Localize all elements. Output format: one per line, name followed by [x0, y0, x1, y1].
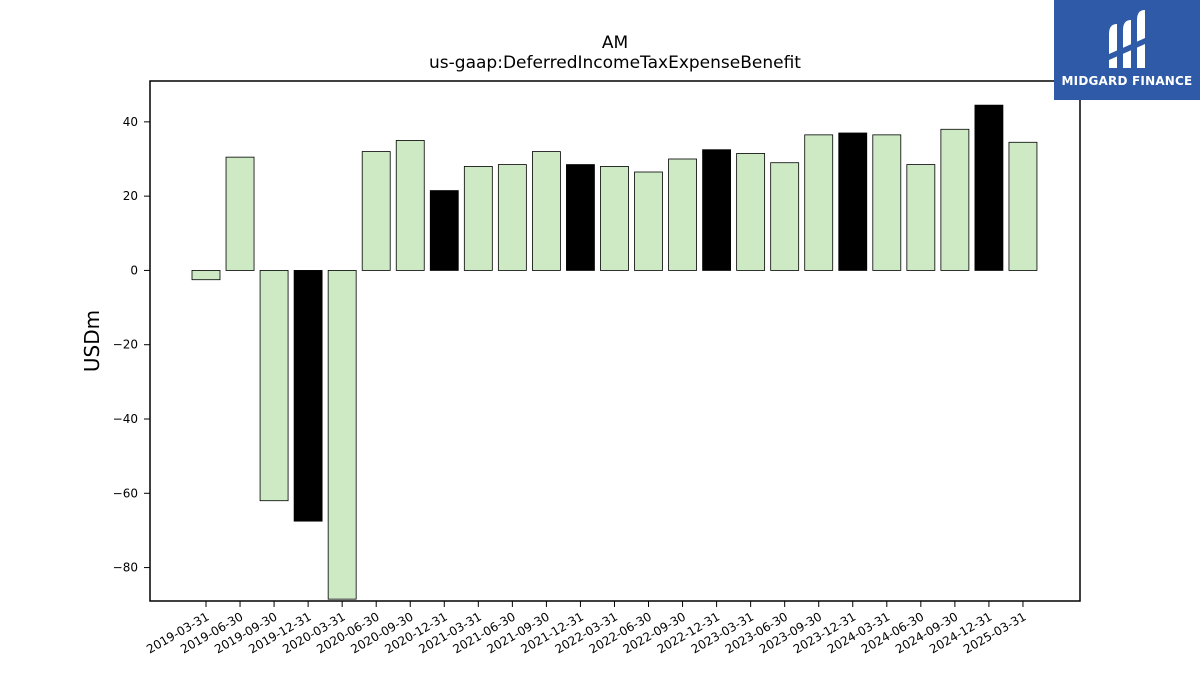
- bar-2021-06-30: [497, 164, 527, 271]
- y-tick-label: −20: [113, 338, 138, 352]
- bar-2024-09-30: [940, 128, 970, 271]
- y-tick-label: −80: [113, 561, 138, 575]
- bar-2023-03-31: [736, 153, 766, 271]
- bar-2022-09-30: [668, 158, 697, 271]
- bar-2019-09-30: [259, 270, 289, 502]
- bar-2021-03-31: [463, 166, 493, 271]
- bar-2022-12-31: [702, 149, 731, 271]
- bars-group: [191, 104, 1038, 600]
- bar-2023-12-31: [838, 132, 868, 271]
- bar-2024-03-31: [872, 134, 902, 271]
- bar-2020-03-31: [327, 270, 357, 600]
- bar-2023-09-30: [804, 134, 834, 271]
- bar-2024-12-31: [974, 104, 1004, 271]
- y-tick-label: −60: [113, 486, 138, 500]
- bar-2021-12-31: [566, 164, 595, 271]
- y-tick-label: −40: [113, 412, 138, 426]
- bar-2020-09-30: [395, 140, 425, 271]
- y-tick-label: 40: [123, 115, 138, 129]
- bar-2020-12-31: [429, 190, 459, 271]
- bar-2019-06-30: [225, 156, 255, 271]
- x-axis-ticks: 2019-03-312019-06-302019-09-302019-12-31…: [144, 601, 1028, 656]
- y-tick-label: 20: [123, 189, 138, 203]
- plot-frame: [149, 80, 1081, 602]
- bar-2019-03-31: [191, 270, 221, 281]
- bar-2024-06-30: [906, 164, 936, 271]
- bar-2019-12-31: [293, 270, 323, 522]
- logo-text: MIDGARD FINANCE: [1061, 74, 1193, 88]
- midgard-finance-logo: MIDGARD FINANCE: [1054, 0, 1200, 100]
- bar-2025-03-31: [1008, 141, 1038, 271]
- y-axis-ticks: −80 −60 −40 −20 0 20 40: [113, 115, 150, 575]
- bar-2021-09-30: [532, 151, 561, 271]
- y-axis-label: USDm: [80, 310, 104, 372]
- chart-subtitle: us-gaap:DeferredIncomeTaxExpenseBenefit: [429, 53, 801, 73]
- y-tick-label: 0: [130, 263, 138, 277]
- bar-2022-03-31: [600, 166, 629, 271]
- bar-2022-06-30: [634, 171, 663, 271]
- bar-2023-06-30: [770, 162, 800, 271]
- bar-2020-06-30: [361, 151, 391, 271]
- midgard-m-icon: [1109, 10, 1145, 68]
- chart-title: AM: [602, 33, 628, 53]
